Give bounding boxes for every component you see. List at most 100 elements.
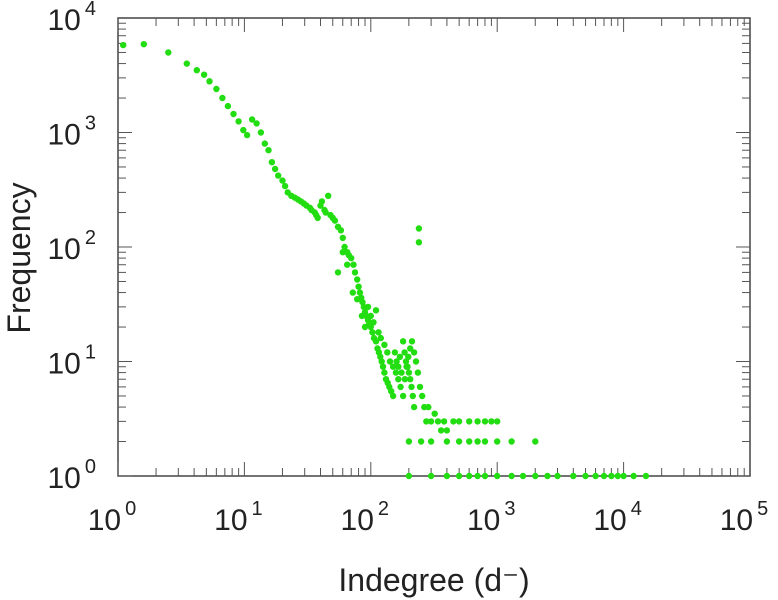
- data-point: [206, 78, 213, 85]
- data-point: [508, 472, 515, 480]
- data-point: [399, 338, 407, 345]
- data-point: [544, 472, 551, 480]
- data-point: [408, 383, 415, 391]
- data-point: [414, 369, 422, 376]
- data-point: [443, 427, 451, 434]
- x-tick-label: 10 1: [214, 498, 263, 537]
- data-point: [268, 159, 276, 166]
- data-point: [592, 472, 599, 480]
- data-point: [364, 303, 372, 311]
- data-point: [235, 118, 242, 125]
- data-point: [337, 227, 345, 234]
- y-tick-label: 10 3: [48, 113, 97, 152]
- data-point: [466, 438, 473, 445]
- data-point: [339, 249, 346, 256]
- data-point: [314, 214, 321, 221]
- data-point: [481, 472, 489, 480]
- data-point: [396, 353, 404, 360]
- data-point: [532, 472, 539, 480]
- data-point: [261, 140, 268, 147]
- data-point: [372, 338, 380, 345]
- data-point: [450, 418, 457, 425]
- data-point: [384, 349, 391, 356]
- data-point: [183, 60, 190, 67]
- data-point: [349, 289, 356, 296]
- data-point: [281, 182, 289, 190]
- data-point: [200, 71, 208, 78]
- data-point: [437, 427, 445, 434]
- data-point: [248, 116, 256, 123]
- data-point: [367, 312, 374, 320]
- y-tick-label: 10 1: [48, 342, 97, 381]
- data-point: [419, 392, 426, 400]
- data-point: [381, 341, 388, 348]
- data-point: [410, 349, 418, 356]
- data-point: [322, 209, 329, 216]
- data-point: [354, 296, 361, 303]
- x-tick-label: 10 5: [720, 498, 769, 537]
- data-point: [341, 243, 348, 251]
- data-point: [466, 418, 473, 425]
- data-point: [253, 120, 260, 127]
- data-point: [243, 131, 251, 139]
- data-point: [508, 438, 515, 445]
- x-tick-label: 10 4: [593, 498, 642, 537]
- data-point: [412, 358, 420, 365]
- data-point: [427, 438, 435, 445]
- data-point: [388, 388, 395, 395]
- data-point: [351, 269, 359, 276]
- data-point: [395, 363, 402, 370]
- data-point: [519, 472, 527, 480]
- data-point: [213, 85, 220, 93]
- data-point: [455, 438, 463, 445]
- data-point: [367, 323, 374, 331]
- data-point: [389, 363, 397, 370]
- data-points: [120, 41, 650, 480]
- data-point: [230, 110, 237, 118]
- data-point: [391, 349, 399, 356]
- data-point: [405, 472, 413, 480]
- data-point: [369, 329, 376, 336]
- x-tick-label: 10 0: [88, 498, 137, 537]
- data-point: [614, 472, 621, 480]
- data-point: [409, 392, 416, 400]
- data-point: [331, 217, 339, 224]
- data-point: [423, 418, 430, 425]
- data-point: [378, 358, 385, 365]
- y-tick-label: 10 4: [48, 0, 97, 37]
- data-point: [410, 403, 418, 411]
- data-point: [407, 345, 414, 352]
- x-axis-label: Indegree (d⁻): [338, 562, 529, 598]
- data-point: [358, 312, 366, 320]
- data-point: [339, 234, 346, 242]
- data-point: [403, 363, 410, 370]
- data-point: [481, 438, 489, 445]
- tick-labels: 10 0 10 1 10 2 10 3 10 4 10 5 10 0 10 1 10 2 10 3 10 4: [48, 0, 769, 537]
- data-point: [398, 369, 405, 376]
- data-point: [392, 369, 400, 376]
- data-point: [350, 261, 357, 268]
- data-point: [415, 225, 423, 232]
- data-point: [608, 472, 615, 480]
- data-point: [443, 472, 451, 480]
- data-point: [393, 358, 400, 365]
- data-point: [642, 472, 650, 480]
- ticks: [117, 18, 750, 477]
- y-tick-label: 10 2: [48, 227, 97, 266]
- data-point: [554, 472, 561, 480]
- data-point: [407, 376, 414, 383]
- data-point: [372, 307, 380, 314]
- data-point: [275, 172, 282, 179]
- data-point: [474, 418, 481, 425]
- data-point: [401, 349, 408, 356]
- data-point: [600, 472, 608, 480]
- data-point: [224, 102, 232, 110]
- data-point: [356, 289, 364, 296]
- data-point: [466, 472, 473, 480]
- data-point: [379, 363, 387, 370]
- data-point: [443, 438, 451, 445]
- data-point: [344, 261, 351, 268]
- data-point: [375, 329, 382, 336]
- data-point: [386, 358, 394, 365]
